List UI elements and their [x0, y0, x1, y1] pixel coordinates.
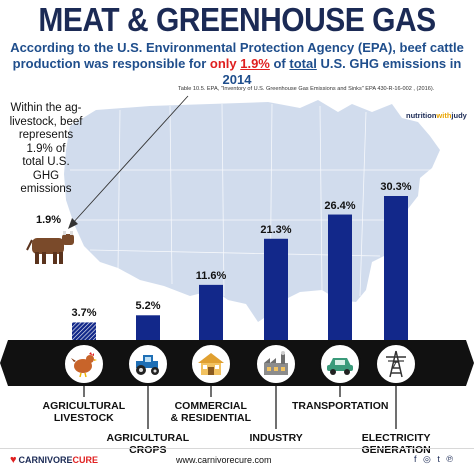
band-left-end	[0, 340, 8, 386]
bar-value-label: 3.7%	[71, 307, 97, 320]
bar-electricity-generation	[384, 196, 408, 340]
category-label: COMMERCIAL & RESIDENTIAL	[171, 400, 252, 424]
category-icon-circle	[63, 343, 105, 385]
heartbeat-icon: ♥	[10, 454, 17, 466]
category-label: ELECTRICITY GENERATION	[362, 432, 431, 456]
footer-url[interactable]: www.carnivorecure.com	[176, 455, 272, 465]
cow-icon	[26, 231, 74, 264]
callout-line: total U.S.	[22, 156, 70, 168]
bar-industry	[264, 238, 288, 340]
page-title: MEAT & GREENHOUSE GAS	[38, 2, 436, 39]
car-icon	[325, 352, 355, 376]
category-label: TRANSPORTATION	[292, 400, 388, 412]
category-label-line: AGRICULTURAL	[106, 432, 190, 444]
category-label-line: TRANSPORTATION	[292, 400, 389, 412]
source-citation: Table 10.5. EPA, "Inventory of U.S. Gree…	[178, 86, 435, 92]
subtitle-line-2: production was responsible for only 1.9%…	[6, 56, 468, 88]
bar-transportation	[328, 214, 352, 340]
logo-text-mid: with	[436, 110, 452, 120]
footer	[0, 448, 474, 474]
bar-commercial-residential	[199, 284, 223, 340]
logo-text-pre: nutrition	[406, 110, 437, 120]
bar-value-label: 11.6%	[195, 269, 227, 282]
bar-value-label: 21.3%	[260, 223, 292, 236]
callout-line: GHG	[32, 169, 60, 182]
callout-line: emissions	[20, 183, 72, 195]
category-label-line: AGRICULTURAL	[42, 400, 126, 412]
category-label-line: & RESIDENTIAL	[170, 412, 252, 424]
callout-line: 1.9% of	[26, 142, 66, 155]
social-icons[interactable]: f ◎ t ℗	[414, 454, 455, 464]
bar-value-label: 5.2%	[135, 300, 161, 313]
subtitle-line-2-post: U.S. GHG emissions in 2014	[222, 56, 462, 87]
callout-line: livestock, beef	[9, 115, 83, 128]
category-label-line: GENERATION	[361, 444, 431, 456]
band-right-end	[466, 340, 474, 386]
subtitle-only: only	[209, 56, 237, 71]
bar-agricultural-livestock	[72, 322, 96, 340]
house-icon	[196, 351, 226, 377]
brand-post: CURE	[72, 455, 99, 465]
brand-pre: CARNIVORE	[18, 455, 73, 465]
category-label-line: CROPS	[129, 444, 167, 456]
callout-line: represents	[18, 129, 74, 141]
subtitle-line-2-pre: production was responsible for	[12, 56, 210, 71]
subtitle-line-1: According to the U.S. Environmental Prot…	[10, 40, 464, 55]
bar-value-label: 30.3%	[380, 181, 412, 193]
category-label: INDUSTRY	[250, 432, 303, 444]
beef-callout: Within the ag-livestock, beef represents 1…	[6, 102, 86, 197]
category-label-line: ELECTRICITY	[361, 432, 431, 444]
category-icon-circle	[190, 343, 232, 385]
factory-icon	[261, 351, 291, 377]
category-icon-circle	[127, 343, 169, 385]
category-label: AGRICULTURAL CROPS	[107, 432, 190, 456]
subtitle: According to the U.S. Environmental Prot…	[6, 40, 468, 88]
power-tower-icon	[382, 350, 410, 378]
cattle-value-label: 1.9%	[36, 214, 62, 226]
category-label-line: LIVESTOCK	[53, 412, 114, 424]
carnivore-cure-brand: ♥ CARNIVORE CURE	[10, 454, 98, 466]
callout-line: Within the ag-	[10, 102, 82, 114]
category-icon-circle	[319, 343, 361, 385]
tractor-icon	[133, 351, 163, 377]
subtitle-total: total	[289, 56, 317, 71]
nutrition-with-judy-logo: nutrition with judy	[404, 108, 467, 122]
logo-text-post: judy	[451, 110, 467, 120]
subtitle-pct: 1.9%	[240, 56, 270, 71]
category-label-line: COMMERCIAL	[174, 400, 247, 412]
chicken-icon	[70, 350, 98, 378]
bar-value-label: 26.4%	[324, 199, 356, 212]
subtitle-of: of	[269, 56, 290, 71]
bar-agricultural-crops	[136, 315, 160, 340]
category-icon-circle	[255, 343, 297, 385]
category-icon-circle	[375, 343, 417, 385]
category-label: AGRICULTURAL LIVESTOCK	[43, 400, 126, 424]
category-label-line: INDUSTRY	[249, 432, 303, 444]
